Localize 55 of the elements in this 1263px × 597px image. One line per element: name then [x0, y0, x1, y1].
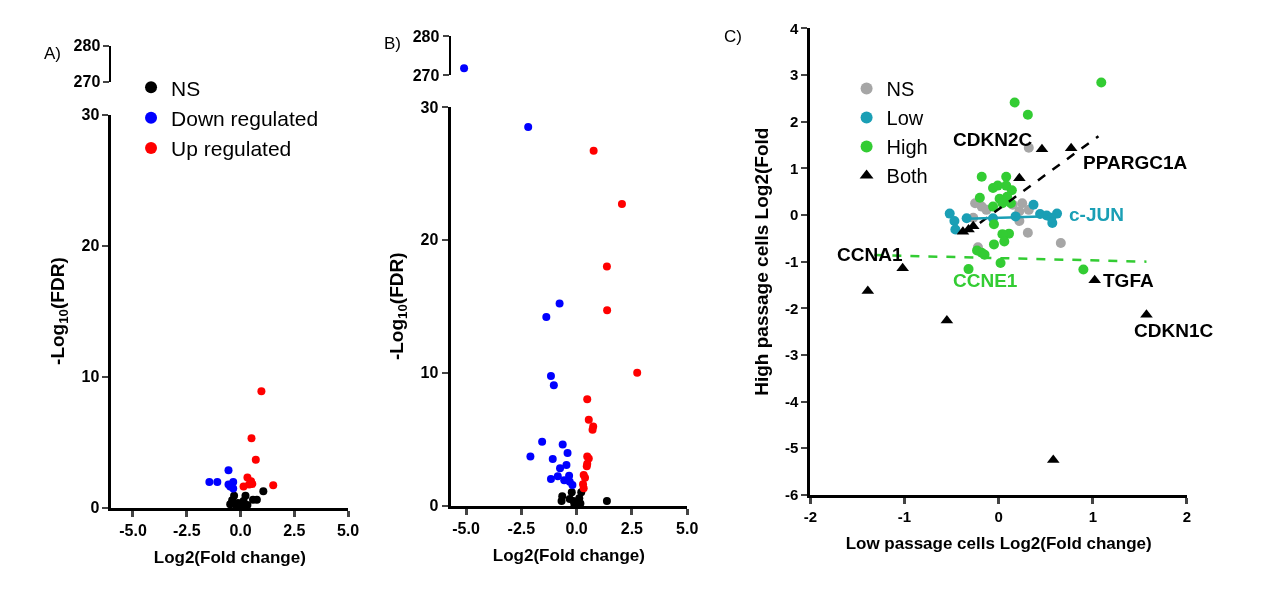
annotation: CDKN2C	[953, 129, 1033, 150]
x-tick-label: -2.5	[172, 521, 201, 539]
legend-label: High	[886, 136, 928, 159]
y-tick-label: 0	[790, 206, 799, 224]
x-tick-label: 0.0	[565, 519, 588, 537]
annotation: PPARGC1A	[1083, 152, 1188, 173]
text: A)	[44, 44, 61, 63]
y-tick-label: -2	[785, 299, 799, 317]
legend-label: NS	[171, 76, 201, 100]
x-tick-label: -1	[897, 507, 912, 525]
x-tick-label: -2.5	[507, 519, 536, 537]
y-tick-label: 2	[790, 112, 799, 130]
annotation: CCNA1	[837, 244, 903, 265]
x-tick-label: 2.5	[283, 521, 306, 539]
y-tick-label: 10	[81, 368, 100, 386]
legend-label: Up regulated	[171, 137, 292, 161]
y-tick-label: 270	[412, 66, 440, 84]
legend-label: Down regulated	[171, 106, 319, 130]
x-tick-label: -5.0	[452, 519, 480, 537]
x-tick-label: -5.0	[119, 521, 147, 539]
y-tick-label: 30	[420, 98, 439, 116]
x-tick-label: 1	[1088, 507, 1097, 525]
y-tick-label: -1	[785, 252, 799, 270]
legend-label: NS	[886, 78, 915, 101]
y-tick-label: -5	[785, 439, 799, 457]
x-axis-title: Log2(Fold change)	[492, 546, 645, 566]
y-tick-label: 280	[412, 27, 440, 45]
annotation: TGFA	[1103, 270, 1154, 291]
x-axis-title: Low passage cells Log2(Fold change)	[845, 534, 1152, 554]
x-tick-label: -2	[803, 507, 818, 525]
y-tick-label: -4	[785, 392, 800, 410]
y-tick-label: -3	[785, 346, 799, 364]
y-tick-label: 3	[790, 66, 799, 84]
legend-label: Low	[886, 107, 924, 130]
y-tick-label: 10	[420, 364, 439, 382]
y-tick-label: 20	[81, 237, 100, 255]
x-tick-label: 0.0	[229, 521, 252, 539]
y-tick-label: 1	[790, 159, 799, 177]
series-label: CCNE1	[953, 270, 1018, 291]
y-tick-label: 30	[81, 106, 100, 124]
series-label: c-JUN	[1069, 204, 1124, 225]
x-tick-label: 2.5	[620, 519, 644, 537]
legend-label: Both	[886, 165, 928, 188]
chart-title: C)	[724, 27, 742, 46]
x-axis-title: Log2(Fold change)	[153, 548, 306, 568]
x-tick-label: 5.0	[336, 521, 360, 539]
annotation: CDKN1C	[1134, 320, 1214, 341]
x-tick-label: 0	[994, 507, 1003, 525]
x-tick-label: 2	[1182, 507, 1192, 525]
chart-title: B)	[384, 34, 401, 53]
x-tick-label: 5.0	[676, 519, 699, 537]
y-axis-title: High passage cells Log2(Fold	[750, 127, 772, 396]
y-tick-label: 4	[790, 19, 800, 37]
y-tick-label: 20	[420, 231, 439, 249]
y-tick-label: -6	[785, 486, 799, 504]
